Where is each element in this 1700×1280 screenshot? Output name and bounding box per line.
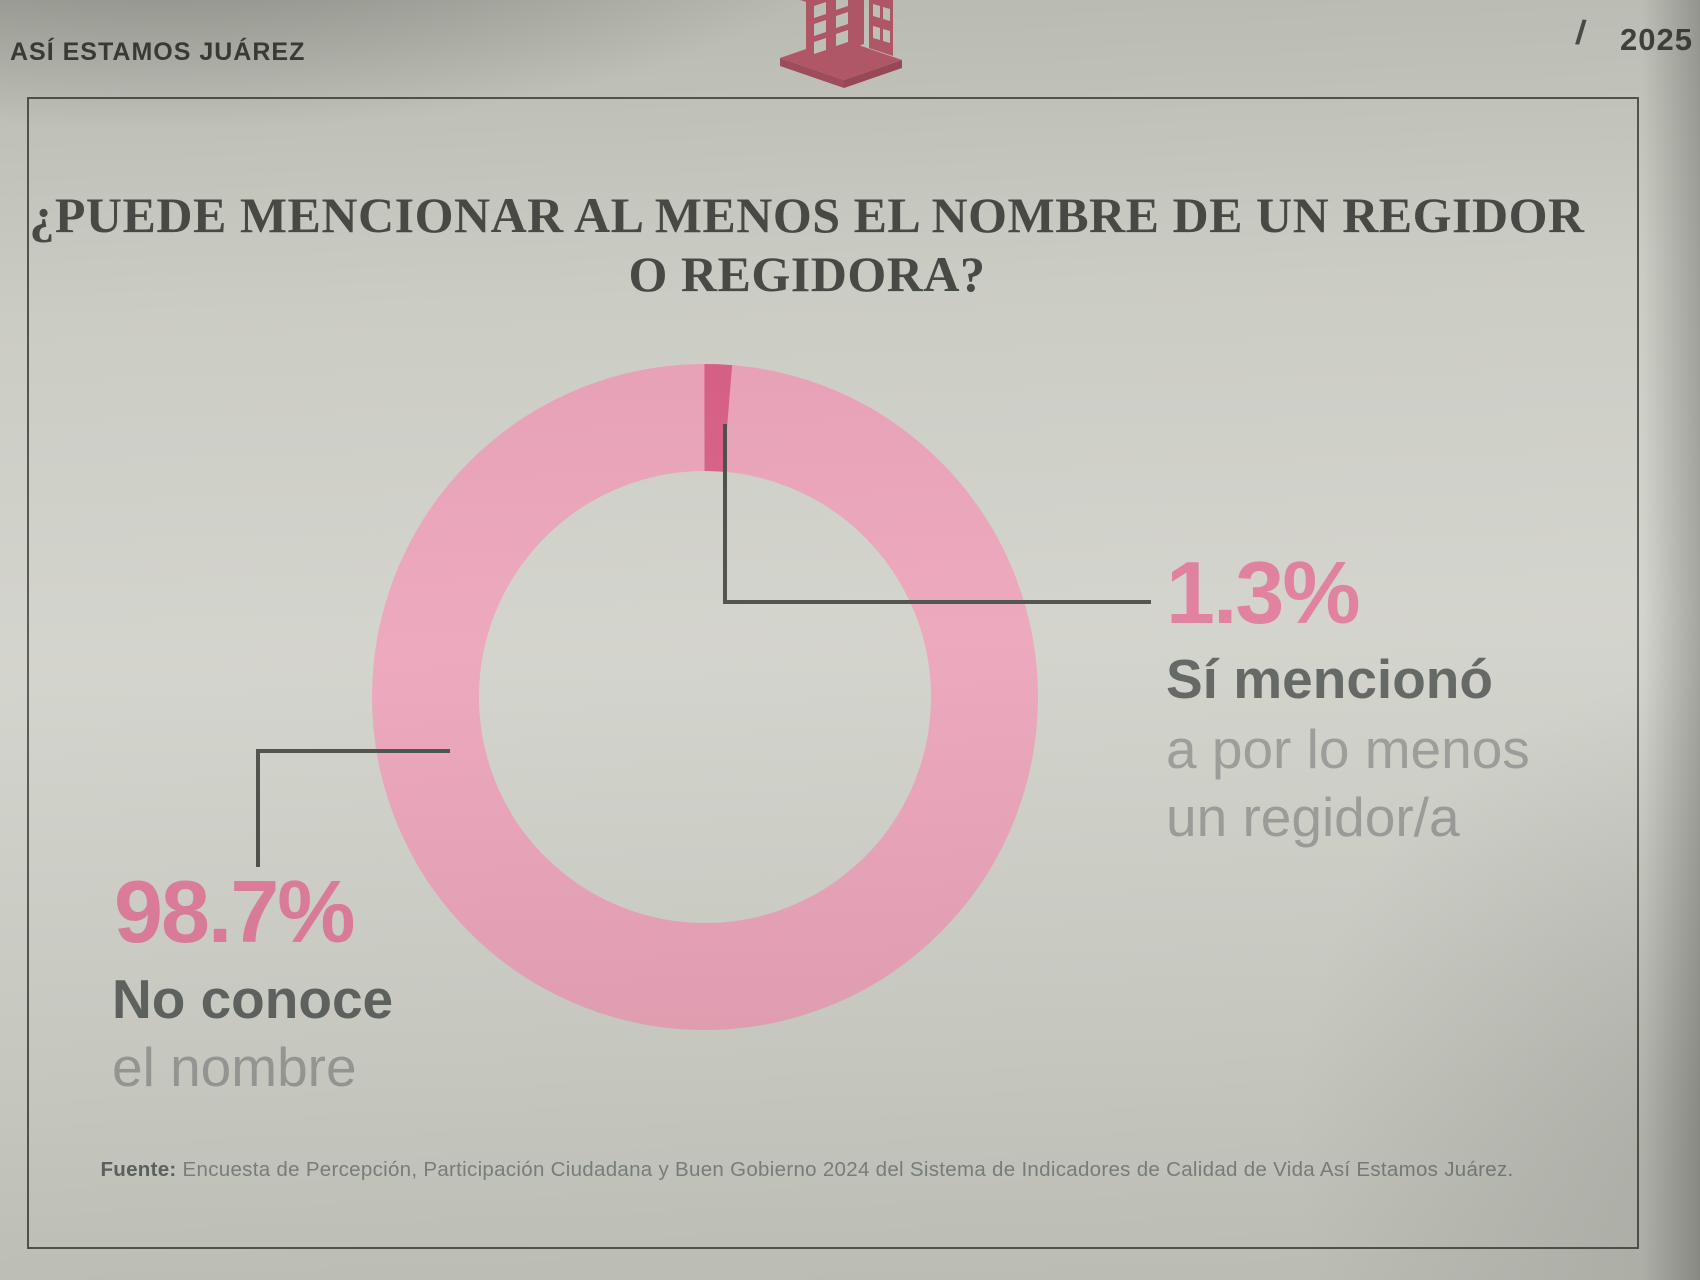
chart-title-line-1: ¿PUEDE MENCIONAR AL MENOS EL NOMBRE DE U…	[29, 187, 1585, 243]
source-text: Encuesta de Percepción, Participación Ci…	[176, 1158, 1514, 1181]
callout-line-major-vertical	[256, 749, 260, 867]
building-logo-icon	[780, 0, 902, 88]
brand-title: ASÍ ESTAMOS JUÁREZ	[10, 38, 306, 66]
minor-slice-label-light-2: un regidor/a	[1166, 786, 1460, 848]
minor-slice-label-bold: Sí mencionó	[1166, 648, 1493, 710]
major-slice-label-bold: No conoce	[112, 968, 394, 1030]
page-frame	[27, 97, 1639, 1249]
year-label: 2025	[1620, 22, 1693, 57]
source-note: Fuente: Encuesta de Percepción, Particip…	[27, 1158, 1587, 1182]
donut-ring-major	[372, 364, 1038, 1030]
donut-chart	[372, 364, 1038, 1030]
year-separator: /	[1574, 13, 1588, 53]
callout-line-minor-vertical	[723, 424, 727, 604]
donut-slice-minor	[372, 364, 1038, 1030]
source-label: Fuente:	[100, 1158, 177, 1181]
minor-slice-label-light-1: a por lo menos	[1166, 718, 1530, 780]
chart-title: ¿PUEDE MENCIONAR AL MENOS EL NOMBRE DE U…	[27, 186, 1587, 304]
callout-line-minor-horizontal	[723, 600, 1151, 604]
major-slice-label-light: el nombre	[112, 1036, 357, 1098]
callout-line-major-horizontal	[256, 749, 450, 753]
major-slice-percentage: 98.7%	[114, 862, 356, 961]
chart-title-line-2: O REGIDORA?	[628, 246, 986, 302]
minor-slice-percentage: 1.3%	[1166, 543, 1361, 642]
